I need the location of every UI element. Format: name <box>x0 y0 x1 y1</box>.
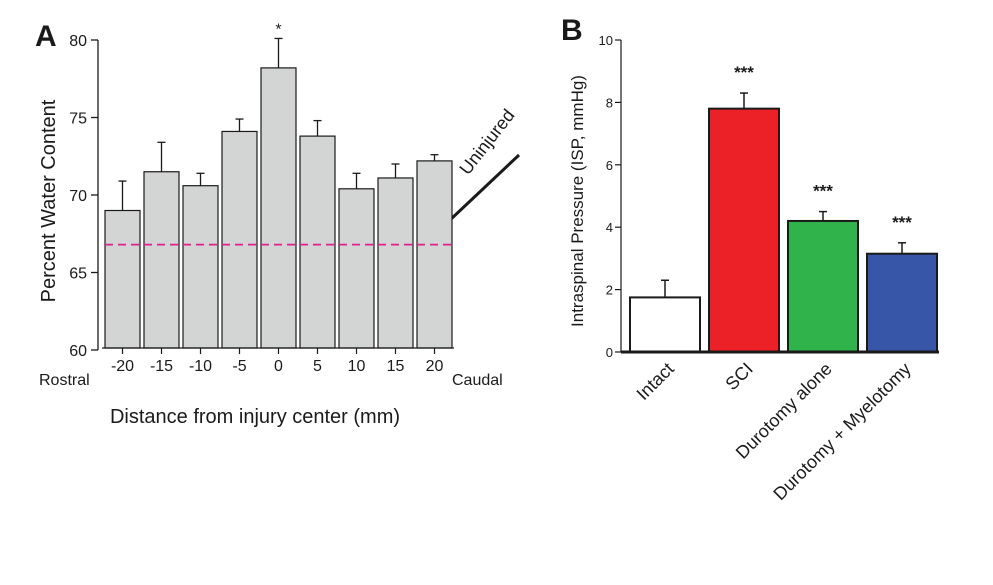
panel-a-x-tick-label: 10 <box>348 358 366 375</box>
panel-a-x-axis-title: Distance from injury center (mm) <box>110 406 400 428</box>
panel-a-bar <box>299 135 336 349</box>
panel-b-y-tick-label: 10 <box>599 33 613 48</box>
panel-b-bar <box>708 107 780 353</box>
panel-b-bar <box>787 219 859 353</box>
panel-b-bar <box>866 252 938 353</box>
panel-b-y-tick-label: 2 <box>606 283 613 298</box>
panel-a-bar <box>377 177 414 349</box>
panel-a-bar <box>338 188 375 349</box>
panel-b-y-tick-label: 0 <box>606 345 613 360</box>
panel-a-significance-mark: * <box>275 21 281 38</box>
panel-a-reference-label: Uninjured <box>455 105 518 178</box>
panel-a-label: A <box>35 20 57 53</box>
panel-a-rostral-label: Rostral <box>39 372 90 389</box>
panel-a-bar <box>104 209 141 349</box>
panel-b-significance-mark: *** <box>892 213 912 232</box>
panel-a-x-tick-label: 5 <box>313 358 322 375</box>
panel-b-label: B <box>561 14 583 47</box>
panel-a-x-tick-label: -5 <box>232 358 246 375</box>
panel-a-bar <box>260 67 297 349</box>
panel-a-x-tick-label: 15 <box>387 358 405 375</box>
panel-a-y-tick-label: 70 <box>69 188 87 205</box>
panel-a-bar <box>182 185 219 349</box>
panel-a-bar <box>143 171 180 349</box>
panel-a-y-tick-label: 80 <box>69 33 87 50</box>
panel-b-y-tick-label: 6 <box>606 158 613 173</box>
panel-a-x-tick-label: -15 <box>150 358 173 375</box>
panel-a-x-tick-label: 20 <box>426 358 444 375</box>
panel-a-plot-area: 60 65 70 75 80 -20 -15 -10 -5 0 * 5 10 15 20 <box>69 21 454 375</box>
panel-b-significance-mark: *** <box>813 182 833 201</box>
panel-a-x-tick-label: -20 <box>111 358 134 375</box>
panel-a-caudal-label: Caudal <box>452 372 503 389</box>
panel-a-y-axis-title: Percent Water Content <box>38 99 60 302</box>
panel-b-x-tick-label: SCI <box>721 359 756 394</box>
panel-a-y-tick-label: 65 <box>69 266 87 283</box>
panel-a-x-tick-label: -10 <box>189 358 212 375</box>
panel-b-bar <box>629 296 701 353</box>
panel-b-x-tick-label: Intact <box>633 359 678 404</box>
panel-b-x-tick-label: Durotomy + Myelotomy <box>769 359 914 504</box>
panel-a-x-tick-label: 0 <box>274 358 283 375</box>
panel-b-significance-mark: *** <box>734 63 754 82</box>
panel-a: A Percent Water Content Distance from in… <box>35 20 521 428</box>
panel-a-y-tick-label: 75 <box>69 111 87 128</box>
panel-b-y-tick-label: 4 <box>606 220 613 235</box>
panel-b: B Intraspinal Pressure (ISP, mmHg) 0 2 4 6 8… <box>561 14 939 504</box>
panel-a-bar <box>221 130 258 349</box>
panel-a-y-tick-label: 60 <box>69 343 87 360</box>
panel-b-y-tick-label: 8 <box>606 95 613 110</box>
panel-b-y-axis-title: Intraspinal Pressure (ISP, mmHg) <box>568 75 587 327</box>
panel-a-bar <box>416 160 453 349</box>
